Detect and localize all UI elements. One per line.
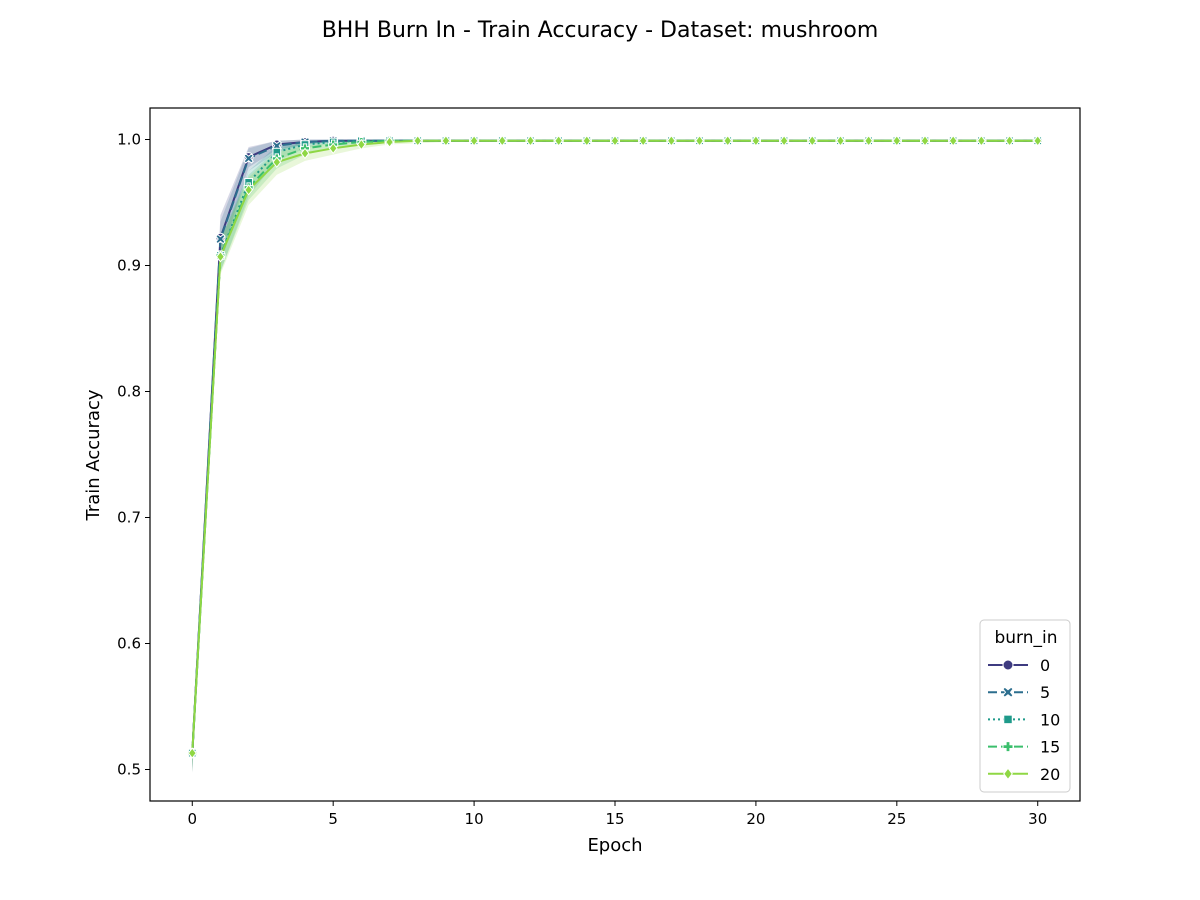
- y-tick-label: 0.9: [117, 257, 141, 275]
- chart-title: BHH Burn In - Train Accuracy - Dataset: …: [322, 18, 879, 43]
- legend-label-5: 5: [1040, 683, 1050, 702]
- data-point-20: [525, 134, 535, 147]
- plot-frame: [149, 107, 1081, 802]
- series-lines: [191, 139, 1038, 754]
- data-point-20: [864, 134, 874, 147]
- data-point-20: [1033, 134, 1043, 147]
- data-point-5: [243, 153, 254, 164]
- data-point-20: [666, 134, 676, 147]
- legend-marker-5: [1002, 686, 1014, 698]
- y-tick-label: 0.8: [117, 383, 141, 401]
- x-tick-label: 25: [887, 810, 906, 828]
- data-point-20: [385, 136, 395, 148]
- data-point-5: [215, 233, 226, 245]
- data-point-20: [610, 134, 620, 147]
- data-point-20: [807, 134, 817, 147]
- legend-items: 0 5 10 15 20: [988, 656, 1060, 784]
- series-line-20: [191, 139, 1038, 754]
- data-point-20: [272, 156, 282, 168]
- confidence-band-5: [192, 139, 1038, 773]
- legend-label-10: 10: [1040, 710, 1060, 729]
- series-line-15: [191, 139, 1038, 754]
- x-tick-label: 5: [328, 810, 338, 828]
- x-tick-label: 0: [187, 810, 197, 828]
- legend-marker-15: [1002, 741, 1014, 753]
- data-point-20: [948, 134, 958, 147]
- legend-title: burn_in: [994, 628, 1057, 648]
- x-tick-label: 30: [1028, 810, 1047, 828]
- x-axis-ticks: 0 5 10 15 20 25 30: [187, 801, 1047, 828]
- y-tick-label: 0.6: [117, 635, 141, 653]
- series-line-10: [191, 139, 1038, 754]
- data-point-20: [1005, 134, 1015, 147]
- data-point-20: [976, 134, 986, 147]
- y-tick-label: 0.5: [117, 761, 141, 779]
- data-point-20: [187, 747, 197, 759]
- data-point-20: [554, 134, 564, 147]
- confidence-band-20: [192, 139, 1038, 773]
- data-point-20: [835, 134, 845, 147]
- x-tick-label: 15: [605, 810, 624, 828]
- data-point-20: [328, 142, 338, 155]
- data-point-20: [723, 134, 733, 147]
- confidence-band-10: [192, 139, 1038, 773]
- data-point-20: [779, 134, 789, 147]
- data-point-20: [497, 134, 507, 147]
- y-axis-label: Train Accuracy: [83, 389, 104, 521]
- x-tick-label: 10: [465, 810, 484, 828]
- confidence-bands: [192, 139, 1038, 774]
- data-point-20: [300, 147, 310, 160]
- x-tick-label: 20: [746, 810, 765, 828]
- confidence-band-15: [192, 139, 1038, 773]
- y-axis-ticks: 0.5 0.6 0.7 0.8 0.9 1.0: [117, 131, 150, 779]
- series-line-5: [191, 139, 1038, 754]
- series-line-0: [191, 139, 1038, 754]
- data-point-20: [413, 134, 423, 147]
- legend-marker-0: [1002, 659, 1014, 671]
- legend-marker-10: [1003, 714, 1013, 725]
- data-point-20: [215, 250, 225, 263]
- legend-marker-20: [1003, 767, 1013, 781]
- data-point-20: [356, 138, 366, 151]
- legend-label-0: 0: [1040, 656, 1050, 675]
- data-point-20: [441, 134, 451, 147]
- data-point-20: [892, 134, 902, 147]
- data-point-20: [582, 134, 592, 147]
- legend-label-15: 15: [1040, 738, 1060, 757]
- y-tick-label: 0.7: [117, 509, 141, 527]
- data-point-20: [751, 134, 761, 147]
- y-tick-label: 1.0: [117, 131, 141, 149]
- data-point-20: [920, 134, 930, 147]
- confidence-band-0: [192, 139, 1038, 774]
- legend: burn_in 0 5 10 15 20: [979, 619, 1071, 793]
- legend-label-20: 20: [1040, 765, 1060, 784]
- series-markers: [187, 134, 1043, 759]
- data-point-20: [638, 134, 648, 147]
- data-point-20: [244, 184, 254, 196]
- data-point-20: [695, 134, 705, 147]
- data-point-20: [469, 134, 479, 147]
- x-axis-label: Epoch: [587, 835, 642, 856]
